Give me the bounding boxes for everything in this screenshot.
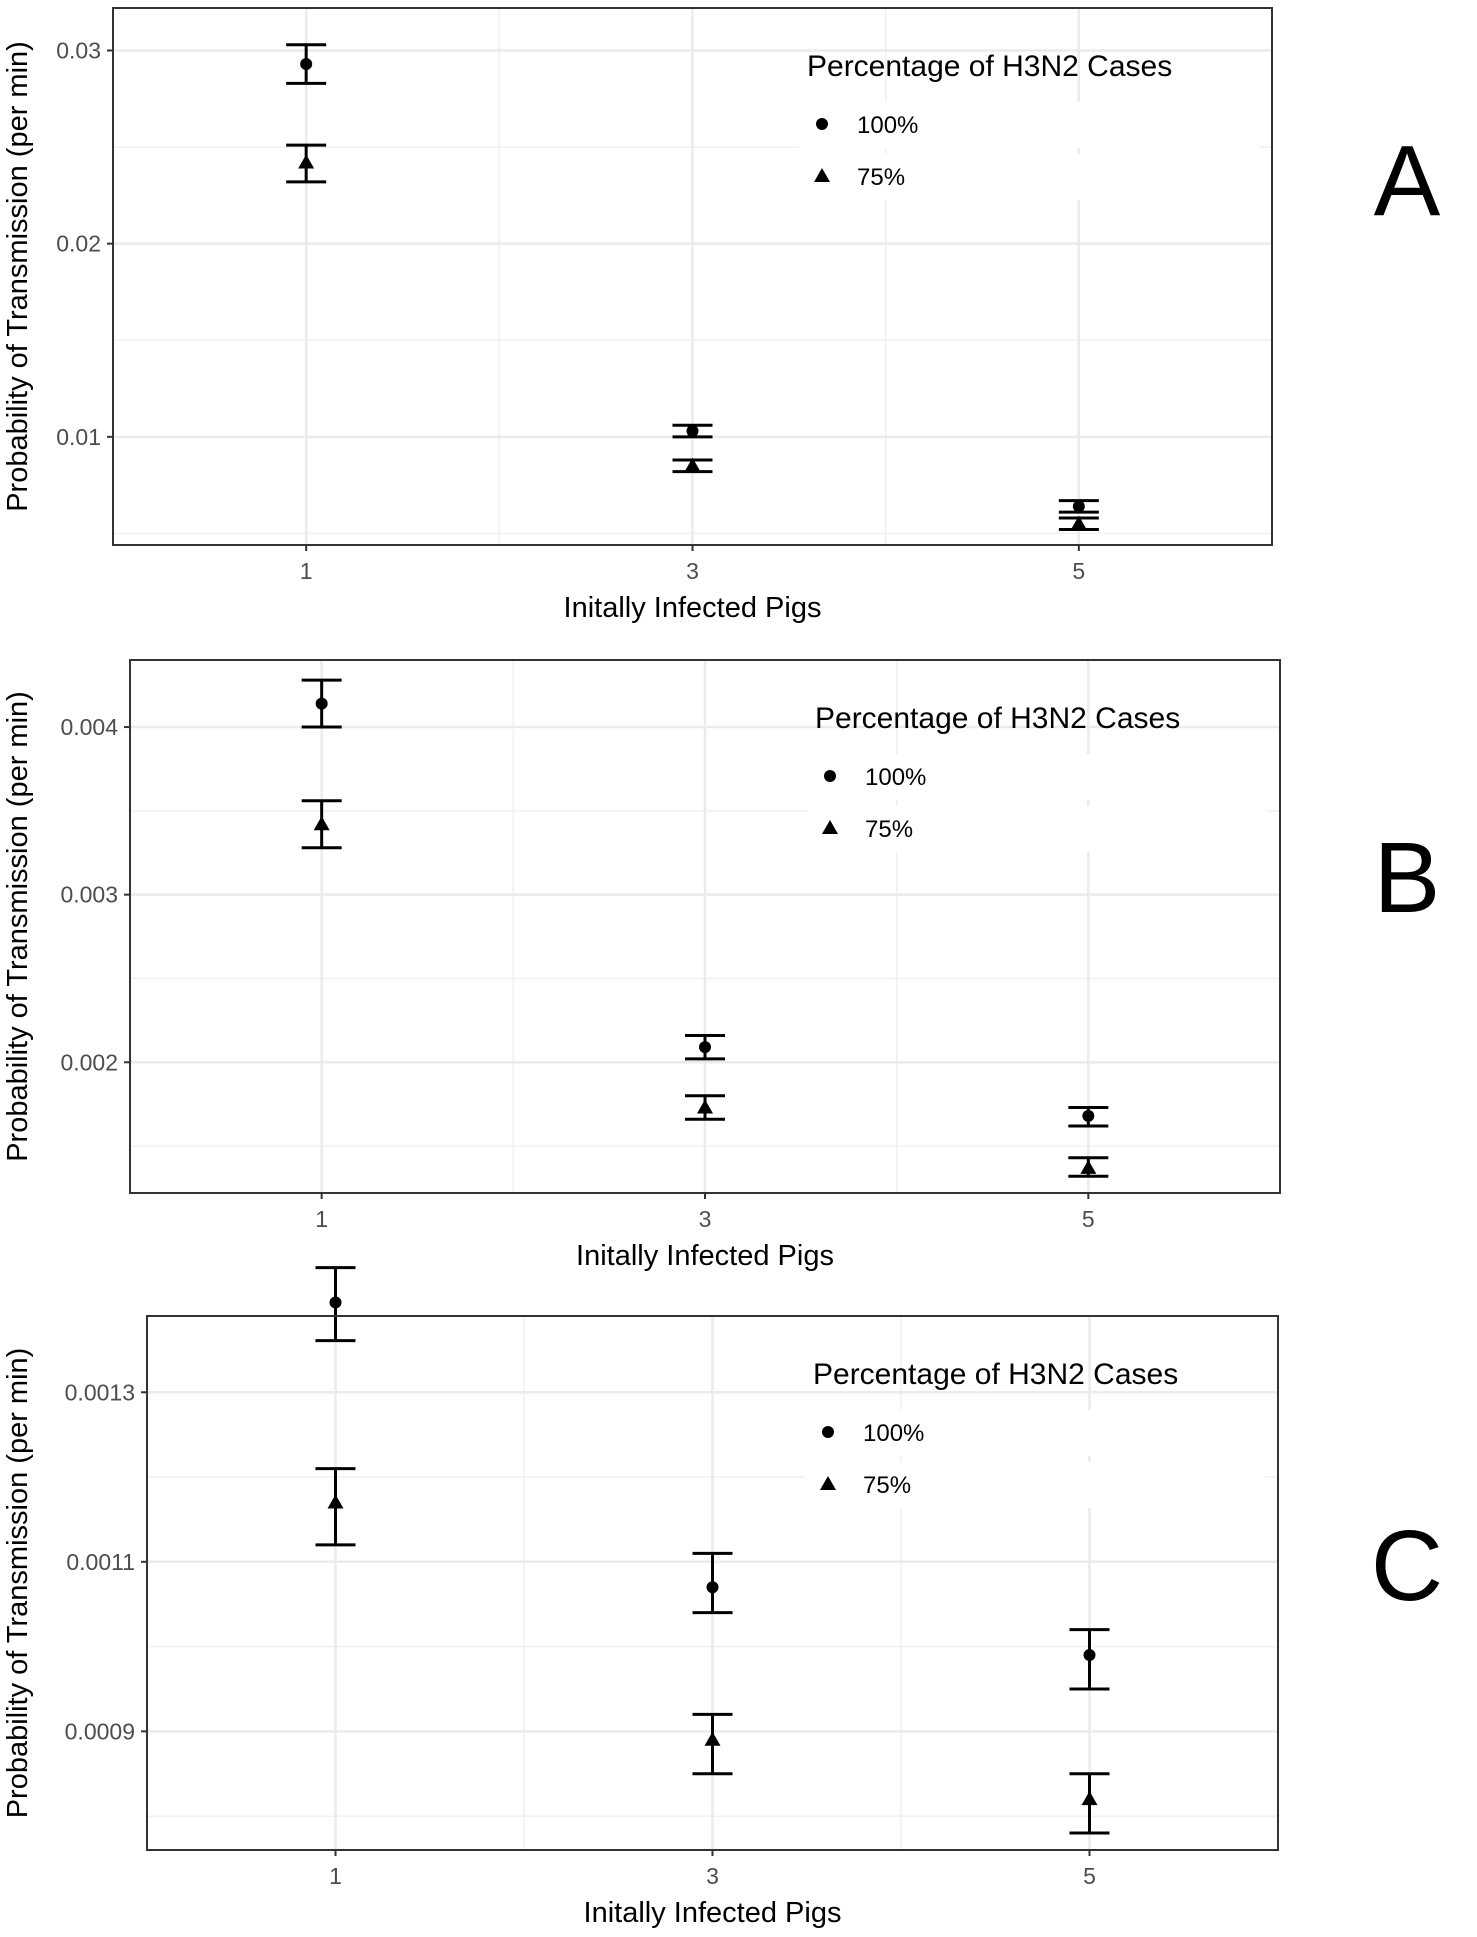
legend-label: 100% [865,764,926,791]
y-tick-label: 0.003 [60,882,118,908]
x-tick-label: 3 [699,1206,712,1232]
y-tick-label: 0.004 [60,714,118,740]
panel-c: Percentage of H3N2 Cases 100% 75% 0.0009 0.0… [2,1266,1443,1929]
y-axis-title: Probability of Transmission (per min) [2,691,34,1162]
panel-letter: B [1374,822,1441,934]
data-point-triangle [327,1494,344,1509]
data-point-triangle [298,154,315,169]
y-tick-label: 0.0013 [65,1379,135,1405]
legend-label: 75% [865,816,913,843]
x-tick-label: 1 [315,1206,328,1232]
legend-title: Percentage of H3N2 Cases [813,1358,1178,1391]
x-tick-label: 5 [1083,1863,1096,1889]
legend: Percentage of H3N2 Cases 100% 75% [805,1358,1265,1508]
legend-title: Percentage of H3N2 Cases [807,50,1172,83]
legend-key-circle-icon [824,770,836,782]
y-tick-label: 0.03 [56,37,101,63]
legend-key-background [799,102,1259,148]
panel-b: Percentage of H3N2 Cases 100% 75% 0.002 0.00… [2,659,1441,1272]
y-tick-label: 0.002 [60,1049,118,1075]
y-tick-label: 0.0009 [65,1718,135,1744]
legend-key-background [805,1462,1265,1508]
x-tick-label: 3 [686,558,699,584]
data-point-triangle [1080,1159,1097,1174]
data-point-circle [1082,1109,1095,1122]
legend-key-circle-icon [822,1426,834,1438]
panel-letter: C [1371,1510,1443,1622]
legend-label: 75% [863,1472,911,1499]
x-tick-label: 1 [300,558,313,584]
y-axis-title: Probability of Transmission (per min) [2,1348,34,1819]
data-point-circle [699,1041,711,1054]
data-point-triangle [313,816,330,831]
legend-key-circle-icon [816,118,828,130]
y-tick-label: 0.01 [56,424,101,450]
legend-key-background [807,806,1267,852]
data-point-triangle [1070,515,1087,530]
y-tick-label: 0.0011 [66,1549,135,1575]
data-point-circle [329,1296,342,1309]
legend-key-triangle-icon [814,168,830,182]
x-tick-label: 5 [1082,1206,1095,1232]
data-point-circle [686,425,699,438]
x-axis-title: Initally Infected Pigs [576,1240,834,1272]
legend-key-background [805,1410,1265,1456]
data-point-triangle [684,457,701,472]
data-point-triangle [697,1099,713,1114]
legend-key-triangle-icon [820,1476,836,1490]
panel-a: Percentage of H3N2 Cases 100% 75% 0.01 0.02 0… [2,7,1441,624]
data-point-circle [300,58,313,71]
legend-label: 100% [857,112,918,139]
data-point-circle [1083,1649,1096,1662]
y-axis-title: Probability of Transmission (per min) [2,41,34,512]
legend-key-triangle-icon [822,820,838,834]
data-point-circle [315,697,328,710]
legend-label: 100% [863,1420,924,1447]
data-point-triangle [704,1731,721,1746]
legend-title: Percentage of H3N2 Cases [815,702,1180,735]
data-point-triangle [1081,1791,1098,1806]
x-tick-label: 3 [706,1863,719,1889]
x-axis-title: Initally Infected Pigs [584,1897,842,1929]
legend: Percentage of H3N2 Cases 100% 75% [799,50,1259,200]
x-tick-label: 1 [329,1863,342,1889]
data-point-circle [1072,500,1085,513]
x-axis-title: Initally Infected Pigs [564,592,822,624]
legend-key-background [807,754,1267,800]
y-tick-label: 0.02 [56,231,101,257]
legend-key-background [799,154,1259,200]
x-tick-label: 5 [1072,558,1085,584]
data-point-circle [706,1581,719,1594]
legend: Percentage of H3N2 Cases 100% 75% [807,702,1267,852]
panel-letter: A [1374,125,1441,237]
legend-label: 75% [857,164,905,191]
